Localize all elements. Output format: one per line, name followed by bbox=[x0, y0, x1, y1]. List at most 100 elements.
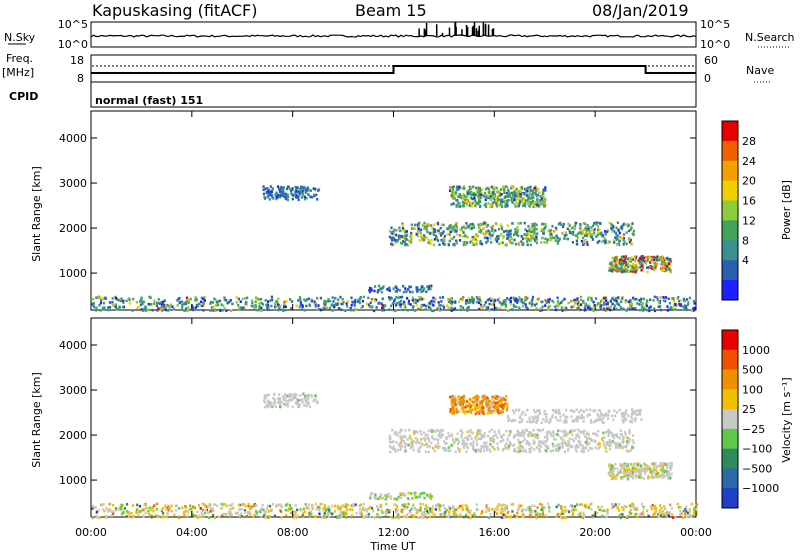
echo-cell bbox=[582, 450, 585, 454]
echo-cell bbox=[286, 187, 289, 191]
echo-cell bbox=[430, 231, 433, 235]
echo-cell bbox=[292, 396, 295, 400]
echo-cell bbox=[496, 405, 499, 408]
colorbar-swatch bbox=[722, 488, 738, 509]
echo-cell bbox=[286, 198, 289, 202]
echo-cell bbox=[504, 398, 507, 402]
y-tick-label: 4000 bbox=[59, 339, 87, 352]
echo-cell bbox=[485, 404, 488, 408]
echo-cell bbox=[638, 467, 641, 470]
echo-cell bbox=[627, 514, 630, 517]
echo-cell bbox=[687, 514, 690, 518]
echo-cell bbox=[480, 436, 483, 439]
echo-cell bbox=[394, 450, 397, 453]
echo-cell bbox=[596, 231, 599, 234]
echo-cell bbox=[630, 225, 633, 228]
echo-cell bbox=[534, 192, 537, 195]
echo-cell bbox=[428, 495, 431, 499]
echo-cell bbox=[287, 399, 290, 402]
echo-cell bbox=[419, 445, 422, 449]
echo-cell bbox=[279, 305, 282, 308]
echo-cell bbox=[345, 512, 348, 516]
echo-cell bbox=[450, 203, 453, 206]
echo-cell bbox=[283, 300, 286, 304]
echo-cell bbox=[478, 230, 481, 233]
echo-cell bbox=[609, 305, 612, 308]
echo-cell bbox=[561, 444, 564, 447]
echo-cell bbox=[98, 516, 101, 519]
echo-cell bbox=[688, 510, 692, 513]
echo-cell bbox=[156, 514, 159, 518]
echo-cell bbox=[592, 432, 595, 435]
echo-cell bbox=[394, 298, 397, 301]
echo-cell bbox=[577, 445, 580, 449]
echo-cell bbox=[530, 230, 534, 234]
echo-cell bbox=[358, 301, 362, 305]
echo-cell bbox=[494, 406, 497, 410]
echo-cell bbox=[581, 444, 584, 448]
echo-cell bbox=[528, 200, 531, 203]
echo-cell bbox=[489, 231, 492, 234]
echo-cell bbox=[524, 202, 527, 205]
echo-cell bbox=[314, 188, 317, 191]
echo-cell bbox=[552, 431, 555, 434]
echo-cell bbox=[525, 187, 528, 191]
echo-cell bbox=[540, 229, 543, 233]
echo-cell bbox=[228, 512, 231, 516]
echo-cell bbox=[402, 302, 405, 306]
echo-cell bbox=[645, 255, 648, 259]
echo-cell bbox=[163, 515, 166, 518]
echo-cell bbox=[411, 306, 414, 310]
echo-cell bbox=[416, 438, 419, 441]
echo-cell bbox=[627, 223, 630, 226]
echo-cell bbox=[544, 440, 547, 443]
echo-cell bbox=[631, 464, 634, 468]
echo-cell bbox=[685, 306, 688, 310]
echo-cell bbox=[132, 297, 135, 301]
echo-cell bbox=[349, 306, 352, 310]
echo-cell bbox=[679, 513, 682, 517]
echo-cell bbox=[396, 433, 399, 436]
echo-cell bbox=[640, 258, 643, 261]
echo-cell bbox=[518, 203, 521, 206]
echo-cell bbox=[164, 308, 167, 312]
echo-cell bbox=[412, 430, 415, 433]
echo-cell bbox=[517, 450, 520, 454]
echo-cell bbox=[663, 474, 666, 478]
echo-cell bbox=[393, 432, 396, 436]
echo-cell bbox=[543, 412, 546, 416]
echo-cell bbox=[486, 412, 489, 415]
echo-cell bbox=[415, 286, 418, 289]
echo-cell bbox=[529, 230, 532, 234]
echo-cell bbox=[303, 195, 306, 199]
colorbar-swatch bbox=[722, 389, 738, 410]
echo-cell bbox=[388, 289, 391, 292]
echo-cell bbox=[469, 509, 472, 512]
echo-cell bbox=[614, 477, 617, 480]
colorbar-swatch bbox=[722, 260, 738, 281]
echo-cell bbox=[552, 449, 555, 452]
echo-cell bbox=[307, 403, 310, 406]
echo-cell bbox=[307, 193, 310, 196]
echo-cell bbox=[575, 408, 578, 411]
echo-cell bbox=[613, 258, 616, 261]
echo-cell bbox=[509, 303, 512, 306]
echo-cell bbox=[626, 464, 629, 468]
echo-cell bbox=[485, 441, 488, 444]
echo-cell bbox=[412, 492, 415, 495]
echo-cell bbox=[262, 188, 265, 192]
echo-cell bbox=[395, 302, 399, 305]
echo-cell bbox=[524, 233, 527, 236]
echo-cell bbox=[423, 303, 426, 307]
echo-cell bbox=[659, 512, 663, 515]
echo-cell bbox=[575, 450, 578, 453]
echo-cell bbox=[600, 505, 603, 508]
echo-cell bbox=[282, 192, 285, 195]
echo-cell bbox=[399, 296, 402, 299]
echo-cell bbox=[577, 433, 580, 437]
echo-cell bbox=[513, 411, 516, 415]
echo-cell bbox=[461, 298, 464, 301]
echo-cell bbox=[604, 230, 607, 233]
echo-cell bbox=[520, 186, 523, 189]
